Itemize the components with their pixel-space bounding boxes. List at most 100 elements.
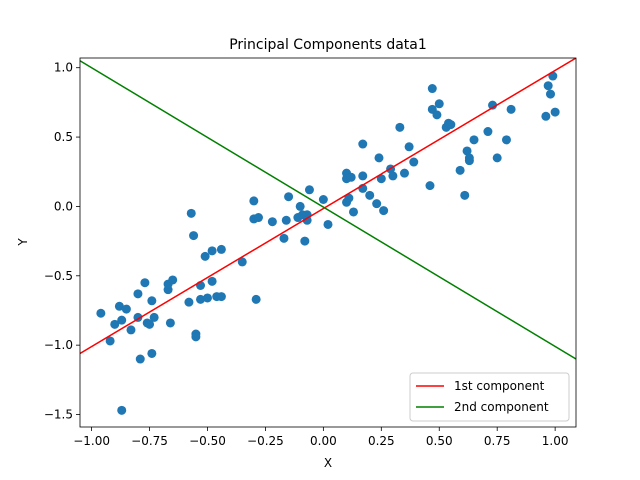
x-tick-label-4: 0.00 <box>310 434 337 448</box>
scatter-point-81 <box>455 165 465 175</box>
scatter-point-14 <box>147 296 157 306</box>
y-tick-label-0: −1.5 <box>44 408 73 422</box>
scatter-point-33 <box>216 244 226 254</box>
scatter-point-34 <box>216 292 226 302</box>
scatter-point-70 <box>399 168 409 178</box>
scatter-point-64 <box>374 153 384 163</box>
scatter-point-96 <box>550 107 560 117</box>
scatter-point-60 <box>358 139 368 149</box>
scatter-point-50 <box>304 185 314 195</box>
scatter-point-92 <box>541 111 551 121</box>
scatter-point-43 <box>284 192 294 202</box>
x-tick-label-8: 1.00 <box>542 434 569 448</box>
scatter-point-85 <box>464 153 474 163</box>
y-tick-label-4: 0.5 <box>54 130 73 144</box>
scatter-point-77 <box>434 99 444 109</box>
scatter-point-36 <box>249 196 259 206</box>
scatter-point-93 <box>543 81 553 91</box>
x-tick-label-0: −1.00 <box>73 434 110 448</box>
scatter-point-86 <box>469 135 479 145</box>
scatter-point-29 <box>202 293 212 303</box>
y-tick-label-1: −1.0 <box>44 338 73 352</box>
scatter-point-41 <box>279 233 289 243</box>
scatter-point-91 <box>506 104 516 114</box>
scatter-point-65 <box>376 174 386 184</box>
scatter-point-4 <box>117 315 127 325</box>
component-line-1 <box>80 58 576 355</box>
scatter-point-82 <box>460 190 470 200</box>
scatter-point-30 <box>207 246 217 256</box>
scatter-point-58 <box>348 207 358 217</box>
x-tick-label-5: 0.25 <box>368 434 395 448</box>
scatter-point-73 <box>425 181 435 191</box>
scatter-point-45 <box>295 201 305 211</box>
scatter-point-75 <box>427 84 437 94</box>
y-tick-label-3: 0.0 <box>54 199 73 213</box>
scatter-point-31 <box>207 276 217 286</box>
y-axis-ticks: −1.5 −1.0 −0.5 0.0 0.5 1.0 <box>44 61 80 422</box>
scatter-point-11 <box>140 278 150 288</box>
scatter-point-0 <box>96 308 106 318</box>
scatter-point-66 <box>379 206 389 216</box>
scatter-point-90 <box>501 135 511 145</box>
scatter-point-47 <box>300 236 310 246</box>
scatter-point-57 <box>346 172 356 182</box>
scatter-point-13 <box>145 319 155 329</box>
legend-label-1st-component: 1st component <box>454 379 545 393</box>
y-axis-label: Y <box>16 238 30 247</box>
scatter-point-19 <box>165 318 175 328</box>
scatter-point-63 <box>372 199 382 209</box>
scatter-point-23 <box>189 231 199 241</box>
scatter-point-51 <box>318 194 328 204</box>
scatter-point-56 <box>344 193 354 203</box>
scatter-point-38 <box>251 294 261 304</box>
plot-background <box>80 58 576 427</box>
scatter-point-39 <box>253 213 263 223</box>
x-tick-label-3: −0.25 <box>247 434 284 448</box>
scatter-point-68 <box>388 171 398 181</box>
x-axis-label: X <box>324 456 332 470</box>
y-tick-label-2: −0.5 <box>44 269 73 283</box>
plot-area <box>79 57 577 428</box>
y-tick-label-5: 1.0 <box>54 61 73 75</box>
scatter-point-22 <box>186 208 196 218</box>
axes-frame <box>79 57 577 428</box>
scatter-point-88 <box>488 100 498 110</box>
scatter-point-89 <box>492 153 502 163</box>
scatter-point-35 <box>237 257 247 267</box>
legend-box <box>409 372 570 422</box>
scatter-point-59 <box>358 171 368 181</box>
scatter-point-71 <box>404 142 414 152</box>
scatter-point-21 <box>184 297 194 307</box>
scatter-point-94 <box>546 89 556 99</box>
x-tick-label-1: −0.75 <box>131 434 168 448</box>
scatter-point-10 <box>135 354 145 364</box>
chart-title: Principal Components data1 <box>229 37 427 53</box>
scatter-point-76 <box>432 110 442 120</box>
scatter-point-5 <box>117 405 127 415</box>
scatter-point-69 <box>395 122 405 132</box>
scatter-point-3 <box>114 301 124 311</box>
scatter-point-6 <box>121 304 131 314</box>
scatter-point-20 <box>168 275 178 285</box>
x-tick-label-6: 0.50 <box>426 434 453 448</box>
legend-label-2nd-component: 2nd component <box>454 400 549 414</box>
component-line-2 <box>80 60 576 360</box>
scatter-point-52 <box>323 219 333 229</box>
scatter-point-16 <box>147 348 157 358</box>
x-tick-label-2: −0.50 <box>189 434 226 448</box>
scatter-point-72 <box>409 157 419 167</box>
scatter-point-83 <box>462 146 472 156</box>
scatter-point-87 <box>483 127 493 137</box>
x-axis-ticks: −1.00 −0.75 −0.50 −0.25 0.00 0.25 0.50 0.75 1.00 <box>73 427 568 448</box>
scatter-point-9 <box>133 289 143 299</box>
scatter-point-2 <box>110 319 120 329</box>
scatter-point-28 <box>200 251 210 261</box>
scatter-point-1 <box>105 336 115 346</box>
x-tick-label-7: 0.75 <box>484 434 511 448</box>
scatter-point-80 <box>446 120 456 130</box>
legend: 1st component 2nd component <box>409 372 570 422</box>
component-lines <box>80 58 576 360</box>
scatter-point-49 <box>302 215 312 225</box>
